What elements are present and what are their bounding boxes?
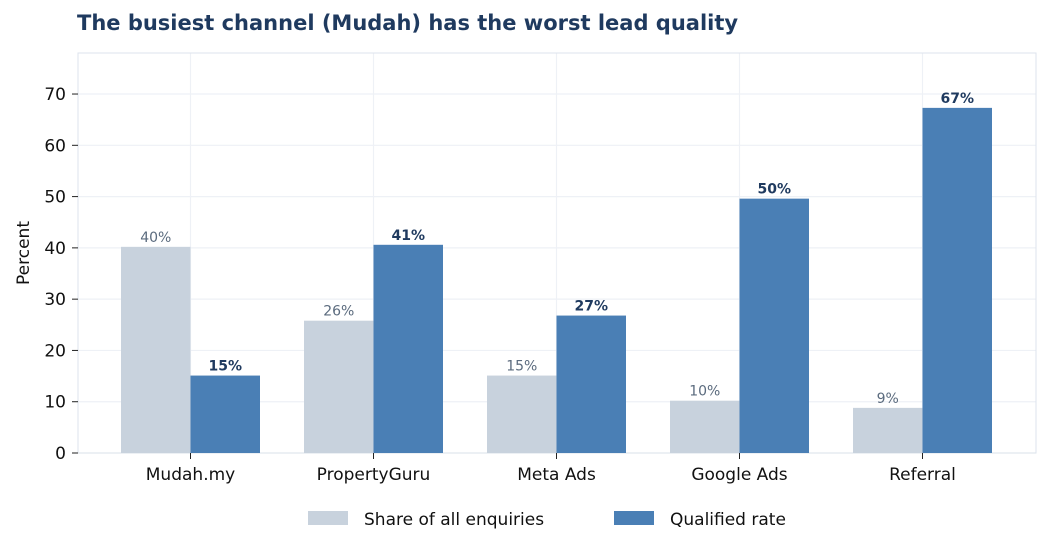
y-tick-label: 10 [44,393,66,413]
bar-share-of-enquiries [121,246,191,453]
x-tick-label: Referral [889,465,956,485]
chart-title: The busiest channel (Mudah) has the wors… [77,11,738,35]
bar-qualified-rate [922,107,992,453]
y-tick-label: 40 [44,239,66,259]
y-axis-label: Percent [14,221,34,285]
x-tick-label: PropertyGuru [317,465,431,485]
data-label-share: 10% [689,384,720,400]
data-label-share: 26% [323,304,354,320]
data-label-qualified: 41% [391,228,425,244]
legend: Share of all enquiries Qualified rate [308,510,786,530]
data-label-qualified: 27% [574,299,608,315]
y-tick-label: 0 [55,444,66,464]
y-tick-label: 50 [44,188,66,208]
legend-swatch-qualified [614,511,654,525]
bar-share-of-enquiries [670,400,740,453]
bar-share-of-enquiries [304,320,374,453]
y-tick-label: 30 [44,290,66,310]
bars: 40% 26% 15% 10% 9% 15% 41% 27% 50% 67% [121,91,992,453]
data-label-qualified: 15% [208,359,242,375]
y-tick-label: 60 [44,136,66,156]
y-tick-label: 20 [44,341,66,361]
data-label-share: 40% [140,230,171,246]
bar-share-of-enquiries [853,407,923,453]
data-label-share: 15% [506,359,537,375]
legend-label-share: Share of all enquiries [364,510,544,530]
data-label-qualified: 67% [940,91,974,107]
x-tick-label: Google Ads [691,465,787,485]
y-axis: 0 10 20 30 40 50 60 70 [44,85,78,464]
bar-qualified-rate [190,375,260,453]
legend-swatch-share [308,511,348,525]
x-tick-label: Mudah.my [146,465,235,485]
bar-qualified-rate [373,244,443,453]
bar-qualified-rate [556,315,626,453]
legend-label-qualified: Qualified rate [670,510,786,530]
x-axis: Mudah.my PropertyGuru Meta Ads Google Ads Re… [146,453,956,485]
data-label-qualified: 50% [757,182,791,198]
data-label-share: 9% [877,391,899,407]
bar-share-of-enquiries [487,375,557,453]
x-tick-label: Meta Ads [517,465,596,485]
y-tick-label: 70 [44,85,66,105]
bar-qualified-rate [739,198,809,453]
